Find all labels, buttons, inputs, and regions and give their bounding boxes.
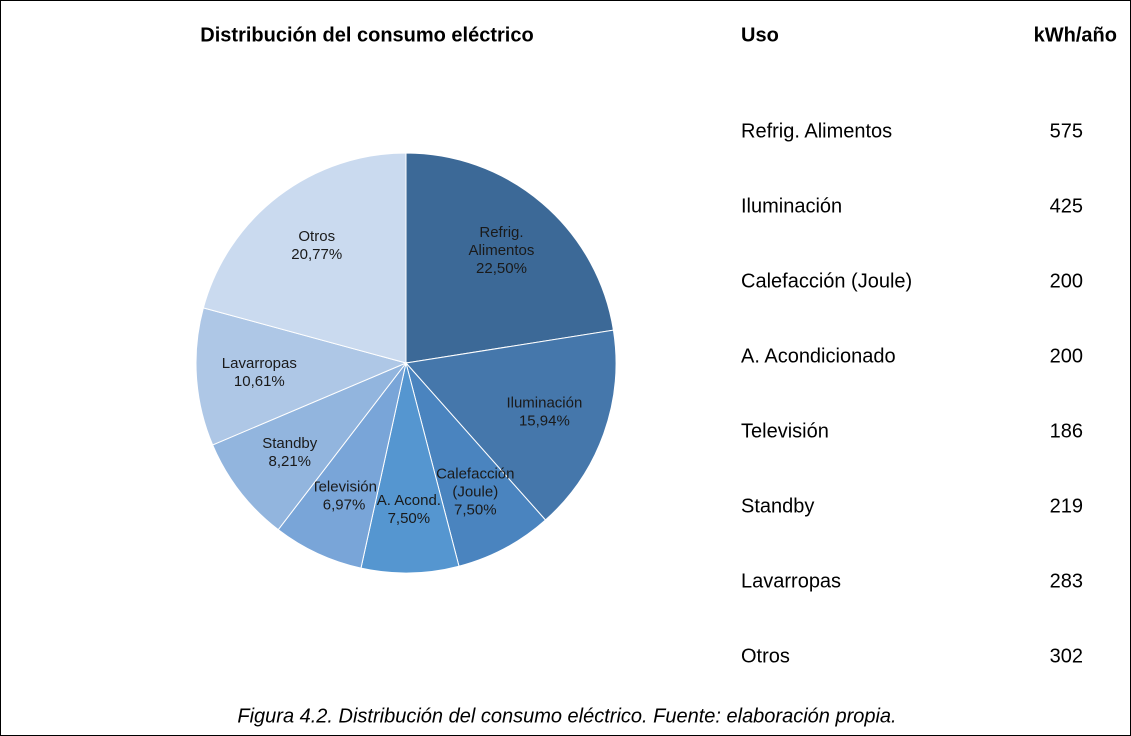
- table-cell: Standby: [741, 495, 814, 517]
- table-cell: 302: [1050, 645, 1083, 667]
- table-cell: 200: [1050, 270, 1083, 292]
- table-cell: 186: [1050, 420, 1083, 442]
- table-cell: Iluminación: [741, 195, 842, 217]
- value-label: 7,50%: [454, 502, 497, 519]
- value-label: 6,97%: [323, 496, 366, 513]
- pie-slice: [405, 329, 617, 521]
- pie-slice: [211, 361, 408, 531]
- label-line: Standby: [262, 435, 318, 452]
- slice-label: Calefacción (Joule) 7,50%: [436, 466, 514, 519]
- slice-label: Lavarropas 10,61%: [222, 355, 297, 390]
- table-cell: 200: [1050, 345, 1083, 367]
- label-line: Iluminación: [506, 395, 582, 412]
- table-header: Uso: [741, 24, 779, 46]
- label-line: Refrig.: [479, 224, 523, 241]
- label-line: (Joule): [452, 484, 498, 501]
- label-line: Televisión: [311, 478, 377, 495]
- slice-label: A. Acond. 7,50%: [377, 492, 441, 527]
- slice-label: Refrig. Alimentos 22,50%: [469, 224, 535, 277]
- value-label: 7,50%: [388, 510, 431, 527]
- table-cell: Otros: [741, 645, 790, 667]
- label-line: Otros: [298, 228, 335, 245]
- value-label: 8,21%: [268, 453, 311, 470]
- value-label: 22,50%: [476, 260, 527, 277]
- pie-slice: [195, 307, 408, 446]
- slice-label: Iluminación 15,94%: [506, 395, 582, 430]
- label-line: A. Acond.: [377, 492, 441, 509]
- value-label: 15,94%: [519, 413, 570, 430]
- table-cell: 283: [1050, 570, 1083, 592]
- pie-slice: [360, 362, 460, 574]
- table-cell: Calefacción (Joule): [741, 270, 912, 292]
- table-header: kWh/año: [1034, 24, 1117, 46]
- table-cell: 425: [1050, 195, 1083, 217]
- pie-slice: [405, 362, 547, 567]
- table-cell: 219: [1050, 495, 1083, 517]
- caption: Figura 4.2. Distribución del consumo elé…: [237, 705, 896, 727]
- slice-label: Otros 20,77%: [291, 228, 342, 263]
- chart-title: Distribución del consumo eléctrico: [200, 24, 533, 46]
- value-label: 20,77%: [291, 246, 342, 263]
- value-label: 10,61%: [234, 373, 285, 390]
- table-cell: A. Acondicionado: [741, 345, 896, 367]
- table-cell: Televisión: [741, 420, 829, 442]
- table-cell: Refrig. Alimentos: [741, 120, 892, 142]
- label-line: Calefacción: [436, 466, 514, 483]
- pie-slice: [202, 152, 407, 364]
- label-line: Alimentos: [469, 242, 535, 259]
- table-cell: 575: [1050, 120, 1083, 142]
- pie-slice: [405, 152, 614, 364]
- slice-label: Standby 8,21%: [262, 435, 318, 470]
- table-cell: Lavarropas: [741, 570, 841, 592]
- slice-label: Televisión 6,97%: [311, 478, 377, 513]
- label-line: Lavarropas: [222, 355, 297, 372]
